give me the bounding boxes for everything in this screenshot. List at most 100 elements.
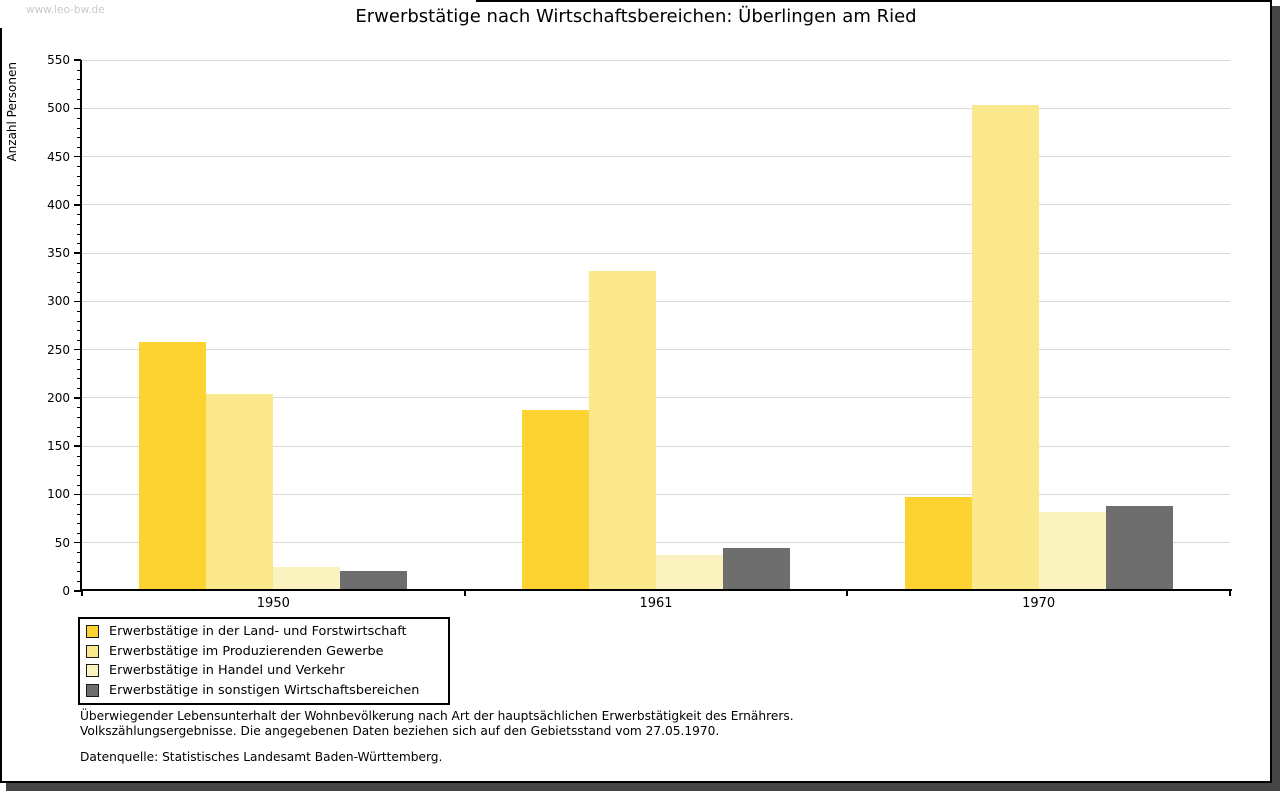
y-tick-minor	[77, 195, 81, 197]
y-gridline	[82, 445, 1230, 447]
legend-label: Erwerbstätige in Handel und Verkehr	[109, 663, 345, 679]
legend: Erwerbstätige in der Land- und Forstwirt…	[78, 617, 450, 705]
y-gridline	[82, 252, 1230, 254]
y-tick-minor	[77, 426, 81, 428]
y-tick-label: 450	[47, 149, 70, 164]
legend-label: Erwerbstätige im Produzierenden Gewerbe	[109, 643, 384, 659]
y-tick-label: 350	[47, 246, 70, 261]
legend-item-4: Erwerbstätige in sonstigen Wirtschaftsbe…	[86, 681, 448, 701]
x-axis-boundary-tick	[1229, 591, 1231, 596]
y-tick-minor	[77, 465, 81, 467]
y-tick-label: 50	[54, 535, 70, 550]
legend-label: Erwerbstätige in der Land- und Forstwirt…	[109, 624, 407, 640]
y-tick-label: 100	[47, 487, 70, 502]
y-tick-major	[74, 445, 81, 447]
y-tick-major	[74, 397, 81, 399]
y-tick-minor	[77, 503, 81, 505]
legend-swatch	[86, 664, 99, 678]
y-tick-minor	[77, 127, 81, 129]
y-tick-minor	[77, 359, 81, 361]
x-axis-boundary-tick	[463, 591, 466, 596]
y-tick-major	[74, 107, 81, 109]
y-tick-minor	[77, 368, 81, 370]
y-tick-minor	[77, 571, 81, 573]
y-tick-label: 150	[47, 439, 70, 454]
y-tick-minor	[77, 388, 81, 390]
y-gridline	[82, 59, 1230, 61]
y-tick-minor	[77, 561, 81, 563]
y-tick-major	[74, 155, 81, 158]
legend-swatch	[86, 644, 99, 658]
legend-swatch	[86, 625, 99, 639]
bar-1950-series-1	[139, 341, 207, 589]
bar-1970-series-1	[904, 497, 972, 589]
bar-1961-series-4	[723, 548, 790, 589]
chart-title: Erwerbstätige nach Wirtschaftsbereichen:…	[355, 6, 917, 27]
y-tick-minor	[77, 291, 81, 293]
footnote-line-1: Überwiegender Lebensunterhalt der Wohnbe…	[80, 709, 794, 723]
y-tick-minor	[77, 310, 81, 312]
y-tick-label: 200	[47, 390, 70, 405]
y-tick-minor	[77, 523, 81, 525]
y-tick-major	[74, 541, 81, 544]
bar-1961-series-3	[656, 555, 723, 589]
y-tick-minor	[77, 117, 81, 119]
footnote: Überwiegender Lebensunterhalt der Wohnbe…	[80, 709, 794, 738]
y-tick-label: 500	[47, 101, 70, 116]
y-tick-label: 0	[62, 583, 70, 598]
y-tick-minor	[77, 98, 81, 100]
y-tick-minor	[77, 417, 81, 419]
bar-1950-series-4	[340, 570, 408, 589]
legend-swatch	[86, 683, 99, 697]
y-tick-minor	[77, 474, 81, 476]
y-gridline	[82, 349, 1230, 351]
y-gridline	[82, 397, 1230, 399]
y-tick-minor	[77, 455, 81, 457]
y-tick-minor	[77, 69, 81, 71]
footnote-line-2: Volkszählungsergebnisse. Die angegebenen…	[80, 723, 720, 738]
y-tick-minor	[77, 137, 81, 139]
y-tick-major	[74, 590, 81, 592]
bar-1950-series-2	[206, 393, 274, 589]
y-tick-major	[74, 300, 81, 303]
data-source: Datenquelle: Statistisches Landesamt Bad…	[80, 750, 443, 764]
x-tick-label: 1961	[639, 596, 673, 611]
y-tick-major	[74, 204, 81, 206]
bar-1970-series-2	[971, 105, 1039, 589]
y-tick-minor	[77, 224, 81, 226]
legend-item-3: Erwerbstätige in Handel und Verkehr	[86, 661, 448, 681]
y-tick-minor	[77, 484, 81, 486]
y-gridline	[82, 493, 1230, 495]
y-tick-minor	[77, 330, 81, 332]
bar-1970-series-4	[1105, 505, 1173, 589]
y-tick-label: 250	[47, 342, 70, 357]
y-tick-major	[74, 252, 81, 254]
y-tick-minor	[77, 146, 81, 148]
frame-shadow-bottom	[6, 783, 1280, 791]
bar-1961-series-2	[589, 271, 656, 589]
y-gridline	[82, 300, 1230, 302]
y-tick-minor	[77, 320, 81, 322]
x-tick-label: 1970	[1022, 596, 1056, 611]
y-tick-minor	[77, 243, 81, 245]
y-tick-minor	[77, 166, 81, 168]
watermark: www.leo-bw.de	[26, 4, 105, 16]
x-axis-boundary-tick	[846, 591, 849, 596]
y-tick-label: 550	[47, 53, 70, 67]
y-tick-minor	[77, 233, 81, 235]
y-tick-minor	[77, 281, 81, 283]
y-tick-minor	[77, 272, 81, 274]
y-tick-minor	[77, 79, 81, 81]
x-tick-label: 1950	[256, 596, 290, 611]
y-tick-minor	[77, 532, 81, 534]
y-tick-minor	[77, 185, 81, 187]
bar-1970-series-3	[1038, 511, 1106, 589]
y-tick-major	[74, 59, 81, 61]
legend-item-1: Erwerbstätige in der Land- und Forstwirt…	[86, 622, 448, 642]
bar-1950-series-3	[273, 566, 341, 589]
y-tick-label: 400	[47, 197, 70, 212]
frame-left-gap	[0, 0, 3, 28]
y-tick-minor	[77, 262, 81, 264]
